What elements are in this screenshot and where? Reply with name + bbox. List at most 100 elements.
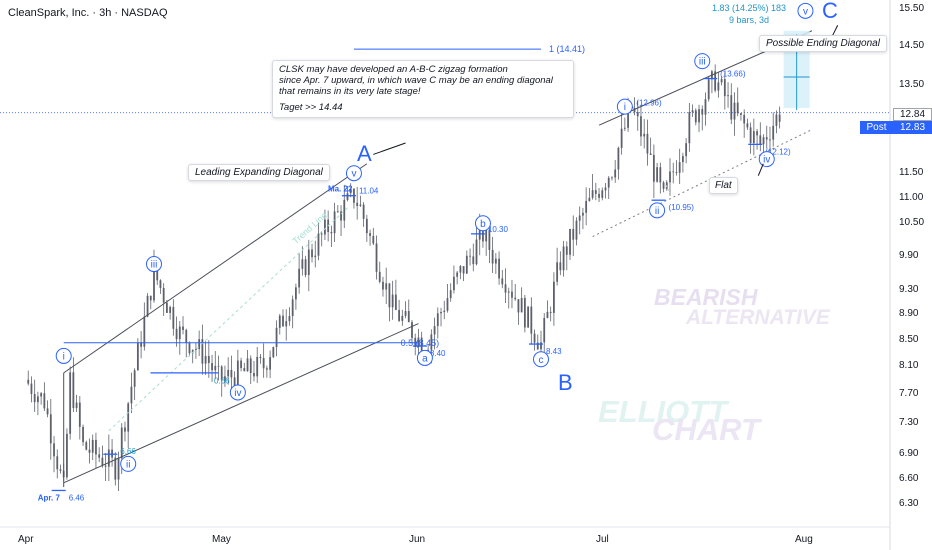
candle-body bbox=[336, 211, 339, 213]
candle-body bbox=[720, 79, 723, 83]
y-tick-label: 7.30 bbox=[899, 417, 919, 429]
candle-body bbox=[620, 128, 623, 148]
leading-diagonal-pointer bbox=[373, 142, 406, 155]
candle-body bbox=[569, 228, 571, 255]
x-tick-jul: Jul bbox=[596, 534, 609, 545]
y-tick-label: 6.90 bbox=[899, 448, 919, 460]
candle-body bbox=[259, 356, 262, 358]
candle-body bbox=[659, 167, 662, 183]
x-tick-apr: Apr bbox=[18, 534, 34, 545]
candle-body bbox=[204, 355, 207, 364]
wave-circle bbox=[345, 165, 362, 182]
candle-body bbox=[91, 439, 94, 453]
candle-body bbox=[601, 190, 604, 198]
candle-body bbox=[220, 366, 223, 381]
candle-body bbox=[217, 365, 220, 367]
candle-body bbox=[453, 276, 455, 291]
watermark-bearish: BEARISH bbox=[654, 284, 758, 310]
leading-diagonal-callout[interactable]: Leading Expanding Diagonal bbox=[188, 164, 330, 181]
candle-body bbox=[195, 349, 197, 350]
candle-body bbox=[146, 295, 149, 317]
candle-body bbox=[185, 329, 188, 343]
candle-body bbox=[191, 349, 194, 354]
price-marker-label: (10.95) bbox=[669, 203, 695, 212]
candle-body bbox=[340, 211, 342, 221]
candle-body bbox=[269, 357, 271, 370]
candle-body bbox=[85, 442, 88, 450]
candle-body bbox=[485, 229, 488, 242]
candle-body bbox=[166, 302, 168, 313]
candle-body bbox=[517, 299, 520, 313]
y-tick-label: 6.60 bbox=[899, 472, 919, 484]
flat-pointer bbox=[757, 163, 764, 176]
candle-body bbox=[278, 315, 281, 328]
candle-body bbox=[478, 226, 481, 240]
wave-circle bbox=[649, 202, 666, 219]
candle-body bbox=[565, 246, 568, 255]
flat-callout[interactable]: Flat bbox=[709, 177, 738, 194]
candle-body bbox=[678, 162, 681, 173]
candle-body bbox=[246, 358, 249, 372]
candle-body bbox=[69, 372, 72, 434]
candle-body bbox=[188, 342, 191, 354]
trend-line-label: Trend Line bbox=[291, 210, 329, 246]
candle-body bbox=[656, 167, 658, 182]
candle-body bbox=[669, 171, 671, 183]
price-marker-label: (12.12) bbox=[765, 147, 791, 156]
candle-body bbox=[675, 172, 678, 173]
candle-body bbox=[594, 190, 597, 194]
candle-body bbox=[59, 469, 62, 471]
candle-body bbox=[127, 403, 130, 432]
candle-body bbox=[582, 212, 584, 216]
candle-body bbox=[124, 427, 126, 432]
candle-body bbox=[159, 280, 162, 289]
candle-body bbox=[682, 156, 684, 163]
y-tick-label: 10.50 bbox=[899, 217, 925, 229]
candle-body bbox=[388, 283, 391, 308]
wave-label: iii bbox=[151, 260, 158, 271]
candle-body bbox=[298, 268, 301, 288]
candle-body bbox=[117, 458, 120, 480]
candle-body bbox=[604, 187, 607, 191]
candle-body bbox=[46, 408, 49, 415]
y-tick-label: 13.50 bbox=[899, 79, 925, 91]
candle-body bbox=[175, 328, 178, 340]
candle-body bbox=[314, 255, 317, 258]
candle-body bbox=[440, 311, 442, 314]
candle-body bbox=[572, 228, 575, 240]
watermark-elliott: ELLIOTT bbox=[598, 394, 728, 429]
candle-body bbox=[459, 266, 462, 273]
candle-body bbox=[359, 204, 362, 206]
candle-body bbox=[694, 110, 697, 123]
wave-label: i bbox=[63, 351, 65, 362]
candle-body bbox=[43, 393, 46, 409]
candle-body bbox=[143, 316, 146, 347]
candle-body bbox=[578, 215, 581, 221]
candle-body bbox=[523, 298, 526, 328]
candle-body bbox=[752, 131, 755, 144]
candle-body bbox=[553, 281, 555, 313]
candle-body bbox=[291, 299, 294, 317]
candle-body bbox=[436, 313, 439, 327]
candle-body bbox=[449, 290, 452, 299]
candle-body bbox=[617, 147, 620, 170]
ending-diagonal-callout[interactable]: Possible Ending Diagonal bbox=[759, 35, 887, 52]
wave-label: v bbox=[803, 6, 808, 17]
trend-line bbox=[108, 207, 348, 432]
date-marker-label: Ma. 22 bbox=[328, 185, 353, 194]
candle-body bbox=[153, 263, 155, 301]
candle-body bbox=[443, 310, 446, 312]
ending-diagonal-lower-line bbox=[592, 129, 813, 237]
candle-body bbox=[227, 369, 230, 377]
y-tick-label: 8.90 bbox=[899, 308, 919, 320]
candle-body bbox=[588, 197, 591, 201]
wave-circle bbox=[120, 455, 137, 472]
analysis-note[interactable]: CLSK may have developed an A-B-C zigzag … bbox=[272, 60, 574, 118]
candle-body bbox=[546, 311, 549, 319]
candle-body bbox=[598, 193, 600, 198]
wave-circle bbox=[616, 98, 633, 115]
y-tick-label: 7.70 bbox=[899, 387, 919, 399]
candle-body bbox=[27, 379, 30, 384]
